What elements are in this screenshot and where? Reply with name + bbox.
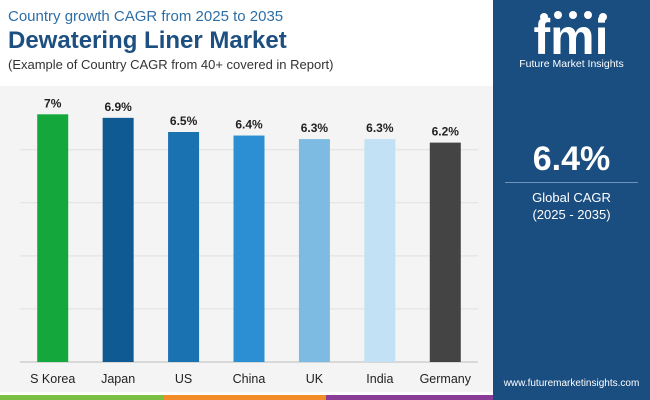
website-link[interactable]: www.futuremarketinsights.com <box>503 378 640 389</box>
chart-title: Dewatering Liner Market <box>8 27 287 54</box>
fmi-logo-icon: fmi <box>534 9 609 65</box>
data-label: 6.2% <box>432 125 460 139</box>
kpi-divider <box>505 182 638 183</box>
bar-chart: 7% S Korea 6.9% Japan 6.5% US 6.4% China 6.3% UK 6… <box>20 96 478 386</box>
bar-india <box>364 139 396 362</box>
bar-japan <box>102 117 134 362</box>
category-label: Germany <box>420 372 472 386</box>
logo-dot-icon <box>540 13 548 21</box>
category-label: India <box>366 372 393 386</box>
chart-note: (Example of Country CAGR from 40+ covere… <box>8 57 334 72</box>
category-label: UK <box>306 372 324 386</box>
logo-dot-icon <box>584 11 592 19</box>
global-cagr-value: 6.4% <box>532 140 611 178</box>
logo-dot-icon <box>554 11 562 19</box>
bar-s-korea <box>37 114 69 362</box>
chart-area: 7% S Korea 6.9% Japan 6.5% US 6.4% China 6.3% UK 6… <box>0 86 493 392</box>
bar-germany <box>429 142 461 362</box>
data-label: 6.3% <box>301 121 329 135</box>
data-label: 6.9% <box>104 100 132 114</box>
bar-china <box>233 135 265 362</box>
bar-uk <box>298 139 330 362</box>
chart-header: Country growth CAGR from 2025 to 2035 De… <box>0 0 493 86</box>
data-label: 6.5% <box>170 114 198 128</box>
global-cagr-period: (2025 - 2035) <box>532 207 611 222</box>
data-label: 7% <box>44 96 62 110</box>
data-label: 6.4% <box>235 118 263 132</box>
category-label: S Korea <box>30 372 75 386</box>
chart-subtitle: Country growth CAGR from 2025 to 2035 <box>8 8 284 25</box>
bottom-stripe-purple <box>326 395 493 400</box>
global-cagr-label: Global CAGR <box>532 190 611 205</box>
category-label: US <box>175 372 192 386</box>
logo-dot-icon <box>599 13 607 21</box>
bottom-stripe-orange <box>163 395 326 400</box>
data-label: 6.3% <box>366 121 394 135</box>
logo-dot-icon <box>569 11 577 19</box>
bar-us <box>168 132 200 362</box>
bottom-stripe-green <box>0 395 163 400</box>
brand-name: Future Market Insights <box>519 58 624 70</box>
category-label: China <box>233 372 266 386</box>
category-label: Japan <box>101 372 135 386</box>
side-panel: fmi Future Market Insights 6.4% Global C… <box>493 0 650 400</box>
